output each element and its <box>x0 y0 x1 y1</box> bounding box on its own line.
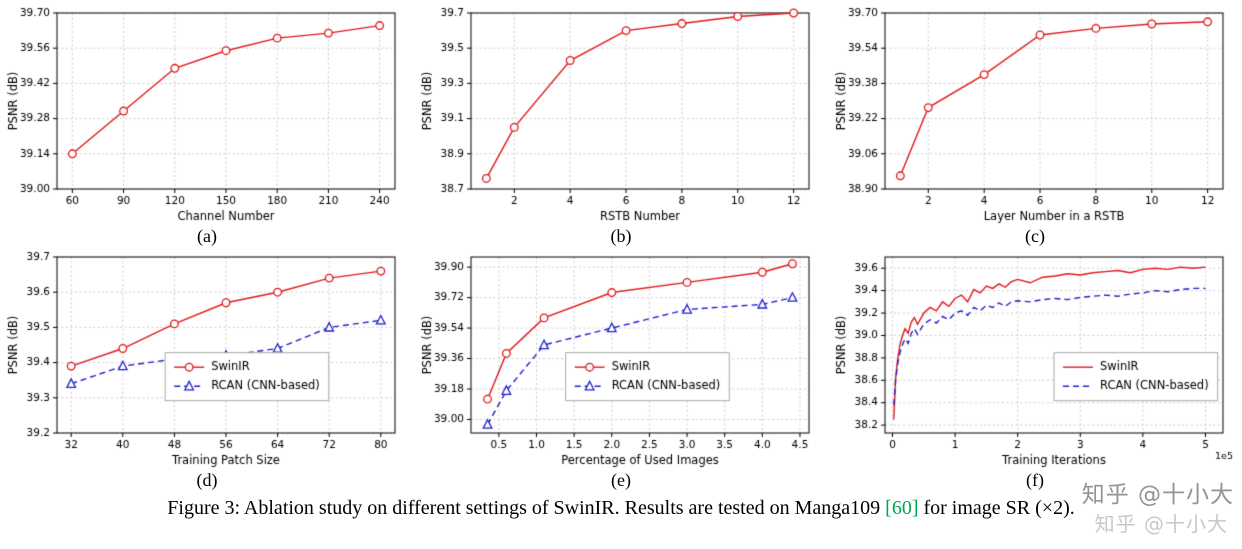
chart-c-layer-number <box>833 5 1237 225</box>
chart-cell-c: (c) <box>828 5 1242 249</box>
caption-text-end: for image SR (×2). <box>918 497 1075 519</box>
chart-d-training-patch-size <box>5 249 409 469</box>
figure-page: (a) (b) (c) (d) (e) (f) Figure 3: Ablati… <box>0 5 1242 536</box>
chart-f-training-iterations <box>833 249 1237 469</box>
chart-b-rstb-number <box>419 5 823 225</box>
sublabel-b: (b) <box>610 226 632 246</box>
chart-cell-e: (e) <box>414 249 828 493</box>
sublabel-c: (c) <box>1025 226 1045 246</box>
chart-cell-d: (d) <box>0 249 414 493</box>
sublabel-e: (e) <box>611 470 631 490</box>
caption-reference: [60] <box>885 497 919 519</box>
chart-e-percentage-used-images <box>419 249 823 469</box>
sublabel-a: (a) <box>197 226 217 246</box>
figure-caption: Figure 3: Ablation study on different se… <box>0 497 1242 520</box>
caption-text-start: Figure 3: Ablation study on different se… <box>167 497 886 519</box>
chart-a-channel-number <box>5 5 409 225</box>
chart-cell-f: (f) <box>828 249 1242 493</box>
chart-grid: (a) (b) (c) (d) (e) (f) <box>0 5 1242 493</box>
chart-cell-b: (b) <box>414 5 828 249</box>
chart-cell-a: (a) <box>0 5 414 249</box>
sublabel-f: (f) <box>1026 470 1044 490</box>
sublabel-d: (d) <box>196 470 218 490</box>
